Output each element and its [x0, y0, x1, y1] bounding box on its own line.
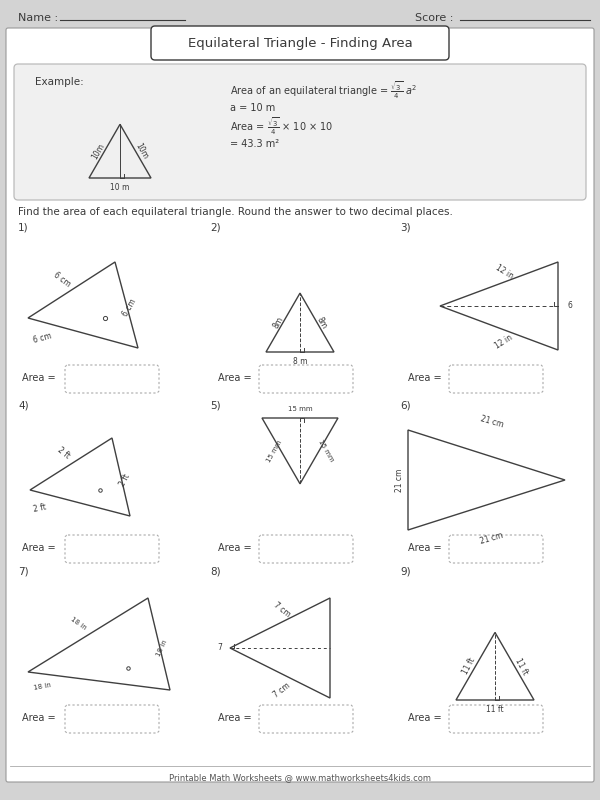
FancyBboxPatch shape: [65, 365, 159, 393]
FancyBboxPatch shape: [65, 535, 159, 563]
Text: a = 10 m: a = 10 m: [230, 103, 275, 113]
FancyBboxPatch shape: [449, 365, 543, 393]
Text: Area =: Area =: [22, 543, 56, 553]
Text: 6 cm: 6 cm: [32, 331, 52, 345]
Text: Area =: Area =: [408, 713, 442, 723]
Text: 8 m: 8 m: [293, 358, 307, 366]
Text: = 43.3 m²: = 43.3 m²: [230, 139, 279, 149]
Text: 15 mm: 15 mm: [287, 406, 313, 412]
Text: 6: 6: [567, 302, 572, 310]
Text: Example:: Example:: [35, 77, 84, 87]
Text: 6 cm: 6 cm: [52, 270, 72, 290]
Text: 2 ft: 2 ft: [33, 502, 47, 514]
Text: Area = $\frac{\sqrt{3}}{4}$ × 10 × 10: Area = $\frac{\sqrt{3}}{4}$ × 10 × 10: [230, 115, 333, 137]
FancyBboxPatch shape: [6, 28, 594, 782]
Text: 7 cm: 7 cm: [272, 601, 292, 619]
Text: 10m: 10m: [134, 142, 150, 161]
Text: Area =: Area =: [408, 373, 442, 383]
Text: Equilateral Triangle - Finding Area: Equilateral Triangle - Finding Area: [188, 38, 412, 50]
Text: Score :: Score :: [415, 13, 454, 23]
Text: 5): 5): [210, 400, 221, 410]
FancyBboxPatch shape: [449, 535, 543, 563]
Text: 10m: 10m: [90, 142, 106, 161]
Text: 12 in: 12 in: [494, 263, 514, 281]
FancyBboxPatch shape: [65, 705, 159, 733]
Text: 12 in: 12 in: [494, 333, 514, 351]
Text: Printable Math Worksheets @ www.mathworksheets4kids.com: Printable Math Worksheets @ www.mathwork…: [169, 774, 431, 782]
Text: 21 cm: 21 cm: [479, 530, 505, 546]
FancyBboxPatch shape: [14, 64, 586, 200]
Text: 10 m: 10 m: [110, 182, 130, 191]
Text: Area =: Area =: [22, 713, 56, 723]
Text: 18 in: 18 in: [69, 615, 87, 630]
FancyBboxPatch shape: [259, 705, 353, 733]
FancyBboxPatch shape: [151, 26, 449, 60]
Text: 6): 6): [400, 400, 410, 410]
Text: 15 mm: 15 mm: [265, 438, 283, 463]
Text: 8m: 8m: [315, 315, 329, 330]
Text: 11 ft: 11 ft: [461, 656, 477, 676]
Text: Area =: Area =: [22, 373, 56, 383]
Text: 18 in: 18 in: [155, 638, 169, 658]
Text: 21 cm: 21 cm: [479, 414, 505, 430]
Text: 6 cm: 6 cm: [121, 298, 139, 318]
Text: Area of an equilateral triangle = $\frac{\sqrt{3}}{4}$ $a^2$: Area of an equilateral triangle = $\frac…: [230, 79, 418, 101]
Text: 4): 4): [18, 400, 29, 410]
Text: 8): 8): [210, 567, 221, 577]
Text: 2 ft: 2 ft: [56, 446, 72, 461]
Text: 9): 9): [400, 567, 410, 577]
Text: 18 in: 18 in: [33, 682, 51, 690]
Text: 21 cm: 21 cm: [395, 468, 404, 492]
Text: Area =: Area =: [218, 543, 251, 553]
FancyBboxPatch shape: [259, 535, 353, 563]
Text: 7 cm: 7 cm: [272, 681, 292, 699]
Text: 11 ft: 11 ft: [486, 706, 504, 714]
FancyBboxPatch shape: [449, 705, 543, 733]
Text: 2): 2): [210, 223, 221, 233]
FancyBboxPatch shape: [259, 365, 353, 393]
Text: 7): 7): [18, 567, 29, 577]
Text: Name :: Name :: [18, 13, 58, 23]
Text: Area =: Area =: [218, 373, 251, 383]
Text: 11 ft: 11 ft: [513, 656, 529, 676]
Text: 2 ft: 2 ft: [118, 472, 132, 488]
Text: Find the area of each equilateral triangle. Round the answer to two decimal plac: Find the area of each equilateral triang…: [18, 207, 453, 217]
Text: 8m: 8m: [271, 315, 285, 330]
Text: Area =: Area =: [218, 713, 251, 723]
Text: 15 mm: 15 mm: [317, 438, 335, 463]
Text: 1): 1): [18, 223, 29, 233]
Text: 7: 7: [217, 643, 222, 653]
Text: 3): 3): [400, 223, 410, 233]
Text: Area =: Area =: [408, 543, 442, 553]
